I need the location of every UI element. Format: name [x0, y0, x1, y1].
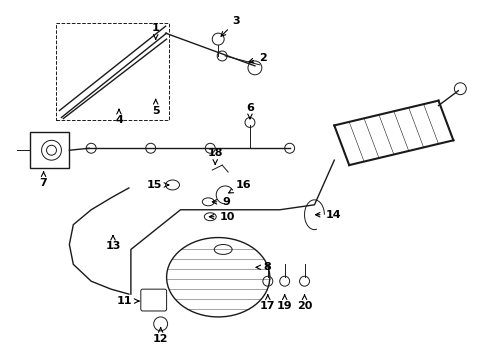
Text: 4: 4	[115, 109, 122, 126]
Text: 20: 20	[296, 295, 311, 311]
Text: 1: 1	[151, 23, 159, 39]
Text: 13: 13	[105, 235, 121, 252]
Text: 11: 11	[117, 296, 139, 306]
Text: 14: 14	[315, 210, 341, 220]
Text: 12: 12	[153, 328, 168, 344]
Text: 6: 6	[245, 103, 253, 118]
Text: 17: 17	[260, 295, 275, 311]
Text: 10: 10	[209, 212, 234, 222]
Text: 8: 8	[256, 262, 270, 272]
Text: 19: 19	[276, 295, 292, 311]
Text: 16: 16	[228, 180, 250, 193]
Text: 3: 3	[221, 16, 240, 36]
Text: 15: 15	[147, 180, 168, 190]
Text: 7: 7	[40, 172, 47, 188]
Text: 18: 18	[207, 148, 223, 164]
Text: 2: 2	[248, 53, 266, 63]
Text: 5: 5	[152, 99, 159, 116]
Text: 9: 9	[212, 197, 230, 207]
